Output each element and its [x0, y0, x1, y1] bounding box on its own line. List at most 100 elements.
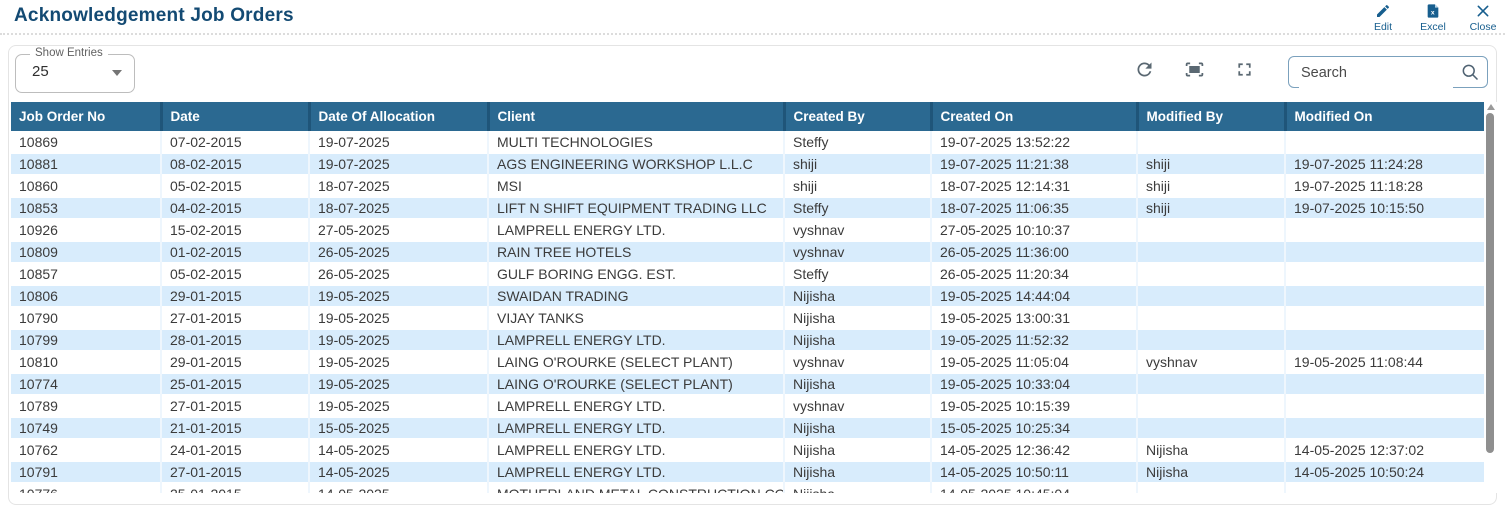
table-cell: 19-05-2025 14:44:04 — [931, 285, 1137, 307]
table-cell: 15-05-2025 — [309, 417, 488, 439]
table-cell — [1285, 307, 1485, 329]
table-cell: shiji — [1137, 197, 1285, 219]
show-entries-label: Show Entries — [30, 47, 108, 59]
table-cell — [1137, 395, 1285, 417]
table-row[interactable]: 1079127-01-201514-05-2025LAMPRELL ENERGY… — [11, 461, 1485, 483]
table-cell — [1285, 131, 1485, 153]
table-cell: 19-05-2025 10:15:39 — [931, 395, 1137, 417]
scrollbar-thumb[interactable] — [1486, 113, 1494, 453]
table-cell: 10860 — [11, 175, 161, 197]
vertical-scrollbar[interactable] — [1484, 102, 1497, 493]
table-cell: 19-05-2025 — [309, 373, 488, 395]
table-cell: 19-05-2025 — [309, 285, 488, 307]
table-cell: 14-05-2025 — [309, 461, 488, 483]
excel-export-button[interactable]: x Excel — [1415, 3, 1451, 33]
table-cell — [1285, 263, 1485, 285]
table-cell: GULF BORING ENGG. EST. — [488, 263, 784, 285]
table-cell — [1285, 219, 1485, 241]
table-cell: vyshnav — [784, 241, 931, 263]
table-cell — [1137, 373, 1285, 395]
table-cell: 19-07-2025 — [309, 131, 488, 153]
table-cell: 19-07-2025 10:15:50 — [1285, 197, 1485, 219]
table-row[interactable]: 1086005-02-201518-07-2025MSIshiji18-07-2… — [11, 175, 1485, 197]
table-row[interactable]: 1074921-01-201515-05-2025LAMPRELL ENERGY… — [11, 417, 1485, 439]
table-cell: 19-05-2025 11:52:32 — [931, 329, 1137, 351]
table-cell: 10749 — [11, 417, 161, 439]
table-cell: LAING O'ROURKE (SELECT PLANT) — [488, 351, 784, 373]
table-cell: 14-05-2025 12:37:02 — [1285, 439, 1485, 461]
table-cell: SWAIDAN TRADING — [488, 285, 784, 307]
table-cell: Nijisha — [1137, 461, 1285, 483]
table-cell: Nijisha — [784, 439, 931, 461]
table-row[interactable]: 1076224-01-201514-05-2025LAMPRELL ENERGY… — [11, 439, 1485, 461]
table-cell: 29-01-2015 — [161, 351, 309, 373]
table-cell — [1285, 395, 1485, 417]
table-cell: 07-02-2015 — [161, 131, 309, 153]
table-cell: 29-01-2015 — [161, 285, 309, 307]
table-row[interactable]: 1081029-01-201519-05-2025LAING O'ROURKE … — [11, 351, 1485, 373]
search-input[interactable] — [1299, 58, 1453, 88]
table-row[interactable]: 1079027-01-201519-05-2025VIJAY TANKSNiji… — [11, 307, 1485, 329]
table-row[interactable]: 1085705-02-201526-05-2025GULF BORING ENG… — [11, 263, 1485, 285]
column-header[interactable]: Modified By — [1137, 102, 1285, 131]
table-cell: 10869 — [11, 131, 161, 153]
table-cell: vyshnav — [1137, 351, 1285, 373]
column-header[interactable]: Job Order No — [11, 102, 161, 131]
table-row[interactable]: 1080629-01-201519-05-2025SWAIDAN TRADING… — [11, 285, 1485, 307]
chevron-down-icon — [112, 70, 122, 76]
table-cell — [1137, 241, 1285, 263]
table-cell: 01-02-2015 — [161, 241, 309, 263]
column-header[interactable]: Date Of Allocation — [309, 102, 488, 131]
show-entries-select[interactable]: Show Entries 25 — [15, 54, 135, 93]
table-row[interactable]: 1080901-02-201526-05-2025RAIN TREE HOTEL… — [11, 241, 1485, 263]
table-cell: shiji — [784, 153, 931, 175]
table-cell: 19-07-2025 — [309, 153, 488, 175]
table-cell: LAMPRELL ENERGY LTD. — [488, 417, 784, 439]
table-cell — [1137, 329, 1285, 351]
table-cell: 10809 — [11, 241, 161, 263]
column-header[interactable]: Created By — [784, 102, 931, 131]
table-cell — [1137, 285, 1285, 307]
table-row[interactable]: 1079928-01-201519-05-2025LAMPRELL ENERGY… — [11, 329, 1485, 351]
column-header[interactable]: Client — [488, 102, 784, 131]
table-row[interactable]: 1092615-02-201527-05-2025LAMPRELL ENERGY… — [11, 219, 1485, 241]
table-cell: 14-05-2025 10:50:24 — [1285, 461, 1485, 483]
fit-screen-button[interactable] — [1182, 60, 1206, 84]
table-cell: 19-05-2025 11:08:44 — [1285, 351, 1485, 373]
edit-button[interactable]: Edit — [1365, 3, 1401, 33]
table-cell: vyshnav — [784, 219, 931, 241]
table-cell: 10857 — [11, 263, 161, 285]
table-cell: 19-07-2025 11:21:38 — [931, 153, 1137, 175]
table-row[interactable]: 1086907-02-201519-07-2025MULTI TECHNOLOG… — [11, 131, 1485, 153]
table-cell: 19-05-2025 — [309, 395, 488, 417]
table-row[interactable]: 1088108-02-201519-07-2025AGS ENGINEERING… — [11, 153, 1485, 175]
table-header-row: Job Order NoDateDate Of AllocationClient… — [11, 102, 1485, 131]
table-cell: 19-05-2025 — [309, 351, 488, 373]
column-header[interactable]: Date — [161, 102, 309, 131]
table-cell: 26-05-2025 — [309, 263, 488, 285]
fit-screen-icon — [1184, 59, 1205, 85]
header-divider — [0, 33, 1505, 35]
table-cell: LAMPRELL ENERGY LTD. — [488, 219, 784, 241]
close-button[interactable]: Close — [1465, 3, 1501, 33]
table-cell: 28-01-2015 — [161, 329, 309, 351]
table-cell: shiji — [784, 175, 931, 197]
table-cell: LAMPRELL ENERGY LTD. — [488, 461, 784, 483]
scroll-up-arrow-icon[interactable] — [1487, 104, 1495, 110]
table-row[interactable]: 1078927-01-201519-05-2025LAMPRELL ENERGY… — [11, 395, 1485, 417]
search-icon[interactable] — [1460, 62, 1480, 87]
table-cell: 21-01-2015 — [161, 417, 309, 439]
table-cell: Nijisha — [784, 417, 931, 439]
table-cell: 26-05-2025 — [309, 241, 488, 263]
table-cell: 27-05-2025 — [309, 219, 488, 241]
column-header[interactable]: Created On — [931, 102, 1137, 131]
pencil-icon — [1375, 3, 1391, 19]
table-row[interactable]: 1085304-02-201518-07-2025LIFT N SHIFT EQ… — [11, 197, 1485, 219]
table-cell: 10789 — [11, 395, 161, 417]
column-header[interactable]: Modified On — [1285, 102, 1485, 131]
table-row[interactable]: 1077425-01-201519-05-2025LAING O'ROURKE … — [11, 373, 1485, 395]
refresh-button[interactable] — [1132, 60, 1156, 84]
excel-label: Excel — [1420, 21, 1446, 33]
table-cell: 19-07-2025 13:52:22 — [931, 131, 1137, 153]
fullscreen-button[interactable] — [1232, 60, 1256, 84]
